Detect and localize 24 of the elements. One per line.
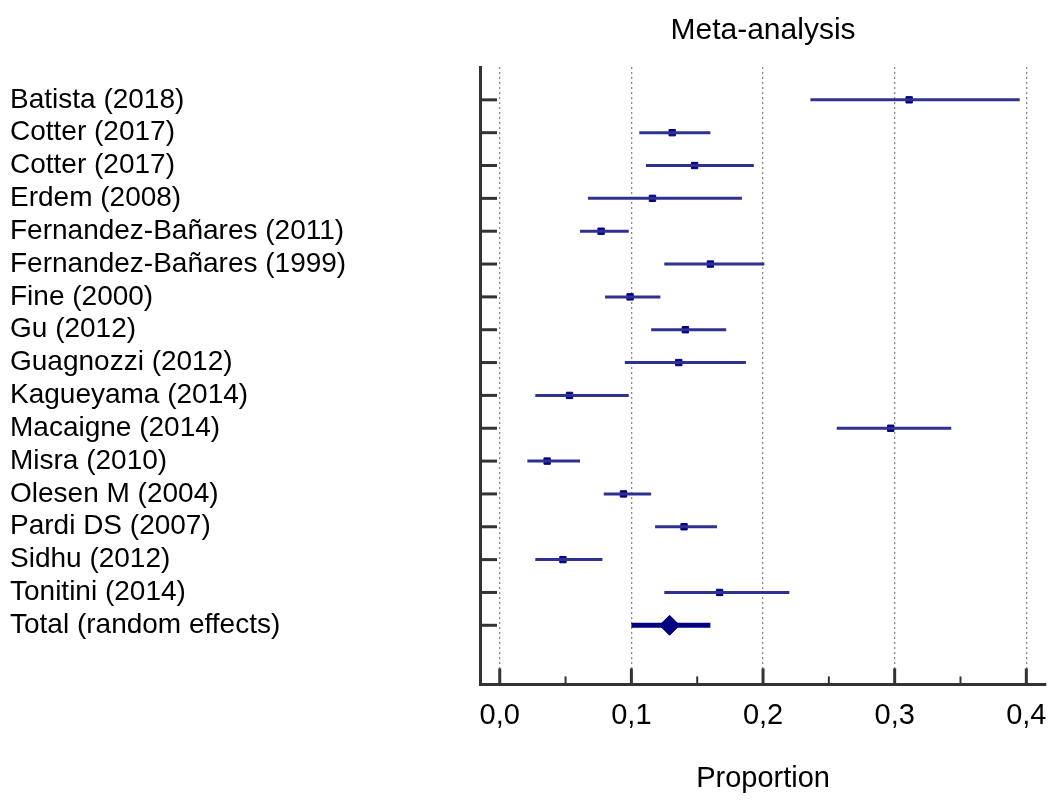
x-tick-label: 0,2 xyxy=(742,697,784,730)
y-tick-label: Misra (2010) xyxy=(10,443,168,475)
y-tick-label: Cotter (2017) xyxy=(10,115,175,147)
x-axis-title: Proportion xyxy=(696,760,830,793)
y-tick-label: Cotter (2017) xyxy=(10,148,175,180)
y-tick-label: Batista (2018) xyxy=(10,82,185,114)
x-tick-label: 0,4 xyxy=(1006,697,1047,730)
y-tick-label: Erdem (2008) xyxy=(10,181,182,213)
y-tick-label: Gu (2012) xyxy=(10,312,137,344)
x-tick-label: 0,0 xyxy=(479,697,520,730)
x-tick-label: 0,3 xyxy=(874,697,915,730)
y-tick-label: Total (random effects) xyxy=(10,608,281,640)
y-tick-label: Olesen M (2004) xyxy=(10,476,219,508)
y-tick-label: Sidhu (2012) xyxy=(10,542,171,574)
y-tick-label: Fine (2000) xyxy=(10,279,154,311)
y-tick-label: Macaigne (2014) xyxy=(10,410,221,442)
y-tick-label: Fernandez-Bañares (1999) xyxy=(10,246,347,278)
x-tick-label: 0,1 xyxy=(611,697,652,730)
y-tick-label: Tonitini (2014) xyxy=(10,575,186,607)
y-tick-label: Pardi DS (2007) xyxy=(10,509,211,541)
y-tick-label: Kagueyama (2014) xyxy=(10,378,249,410)
chart-title: Meta-analysis xyxy=(670,12,856,46)
y-tick-label: Guagnozzi (2012) xyxy=(10,345,233,377)
y-tick-label: Fernandez-Bañares (2011) xyxy=(10,213,345,245)
